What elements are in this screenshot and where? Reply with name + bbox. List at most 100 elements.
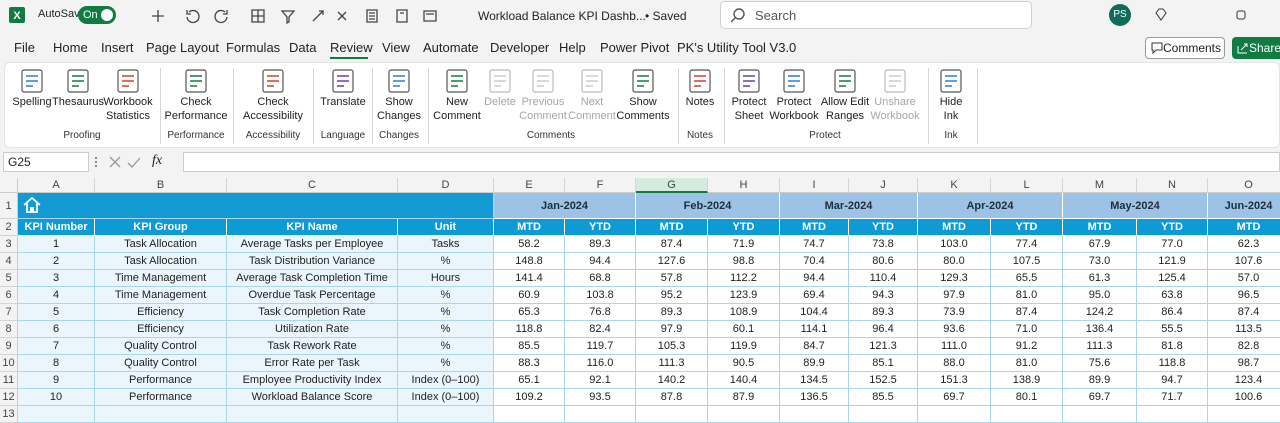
value-cell[interactable]: 94.4 [565, 253, 636, 270]
value-cell[interactable]: 71.9 [708, 236, 780, 253]
value-cell[interactable]: 141.4 [494, 270, 565, 287]
value-cell[interactable]: 71.0 [991, 321, 1063, 338]
ribbon-button-text[interactable]: New [445, 96, 468, 108]
menu-tab[interactable]: Formulas [226, 40, 281, 55]
value-cell[interactable]: 81.8 [1137, 338, 1208, 355]
empty-cell[interactable] [494, 406, 565, 423]
kpi-cell[interactable]: Time Management [95, 270, 227, 287]
empty-cell[interactable] [1137, 406, 1208, 423]
empty-cell[interactable] [991, 406, 1063, 423]
kpi-cell[interactable]: Task Allocation [95, 253, 227, 270]
kpi-cell[interactable]: Average Task Completion Time [227, 270, 398, 287]
ribbon-button-text[interactable]: Workbook [769, 110, 819, 122]
value-cell[interactable]: 96.4 [849, 321, 918, 338]
period-header[interactable]: YTD [1137, 219, 1208, 236]
row-header[interactable]: 6 [0, 287, 18, 304]
value-cell[interactable]: 97.9 [636, 321, 708, 338]
ribbon-button-text[interactable]: Notes [685, 96, 715, 108]
ribbon-icon[interactable] [629, 67, 657, 95]
value-cell[interactable]: 104.4 [780, 304, 849, 321]
value-cell[interactable]: 116.0 [565, 355, 636, 372]
value-cell[interactable]: 88.3 [494, 355, 565, 372]
row-header[interactable]: 4 [0, 253, 18, 270]
value-cell[interactable]: 125.4 [1137, 270, 1208, 287]
empty-cell[interactable] [780, 406, 849, 423]
row-header[interactable]: 8 [0, 321, 18, 338]
period-header[interactable]: MTD [780, 219, 849, 236]
ribbon-button-text[interactable]: Ranges [826, 110, 864, 122]
period-header[interactable]: MTD [918, 219, 991, 236]
column-header[interactable]: G [636, 178, 708, 193]
fx-label[interactable]: fx [152, 153, 163, 168]
value-cell[interactable]: 129.3 [918, 270, 991, 287]
value-cell[interactable]: 69.4 [780, 287, 849, 304]
period-header[interactable]: YTD [849, 219, 918, 236]
value-cell[interactable]: 138.9 [991, 372, 1063, 389]
value-cell[interactable]: 111.0 [918, 338, 991, 355]
value-cell[interactable]: 103.0 [918, 236, 991, 253]
row-header[interactable]: 13 [0, 406, 18, 423]
month-header[interactable]: Jun-2024 [1208, 193, 1280, 219]
value-cell[interactable]: 89.9 [780, 355, 849, 372]
menu-tab[interactable]: Page Layout [146, 40, 220, 55]
empty-cell[interactable] [849, 406, 918, 423]
value-cell[interactable]: 82.8 [1208, 338, 1280, 355]
ribbon-button-text[interactable]: Performance [164, 110, 228, 122]
avatar[interactable]: PS [1109, 4, 1131, 26]
empty-cell[interactable] [565, 406, 636, 423]
value-cell[interactable]: 81.0 [991, 355, 1063, 372]
kpi-cell[interactable]: % [398, 253, 494, 270]
value-cell[interactable]: 70.4 [780, 253, 849, 270]
kpi-cell[interactable]: 5 [18, 304, 95, 321]
ribbon-button-text[interactable]: Protect [731, 96, 767, 108]
empty-cell[interactable] [636, 406, 708, 423]
ribbon-icon[interactable] [385, 67, 413, 95]
menu-tab[interactable]: Data [289, 40, 317, 55]
empty-cell[interactable] [1063, 406, 1137, 423]
kpi-cell[interactable]: % [398, 338, 494, 355]
ribbon-button-text[interactable]: Changes [376, 110, 422, 122]
empty-cell[interactable] [95, 406, 227, 423]
name-box[interactable]: G25 [3, 152, 89, 172]
value-cell[interactable]: 55.5 [1137, 321, 1208, 338]
kpi-cell[interactable]: Task Rework Rate [227, 338, 398, 355]
value-cell[interactable]: 65.1 [494, 372, 565, 389]
qat-icon[interactable] [422, 8, 438, 24]
empty-cell[interactable] [918, 406, 991, 423]
formula-input[interactable] [183, 152, 1280, 172]
value-cell[interactable]: 121.3 [849, 338, 918, 355]
value-cell[interactable]: 65.3 [494, 304, 565, 321]
kpi-cell[interactable]: Overdue Task Percentage [227, 287, 398, 304]
ribbon-button-text[interactable]: Accessibility [243, 110, 303, 122]
value-cell[interactable]: 118.8 [1137, 355, 1208, 372]
menu-tab[interactable]: Developer [490, 40, 550, 55]
empty-cell[interactable] [708, 406, 780, 423]
ribbon-button-text[interactable]: Translate [320, 96, 366, 108]
value-cell[interactable]: 113.5 [1208, 321, 1280, 338]
kpi-cell[interactable]: Average Tasks per Employee [227, 236, 398, 253]
ribbon-button-text[interactable]: Spelling [12, 96, 52, 108]
menu-tab[interactable]: PK's Utility Tool V3.0 [677, 40, 797, 55]
value-cell[interactable]: 63.8 [1137, 287, 1208, 304]
ribbon-button-text[interactable]: Sheet [734, 110, 764, 122]
period-header[interactable]: MTD [1063, 219, 1137, 236]
value-cell[interactable]: 112.2 [708, 270, 780, 287]
value-cell[interactable]: 57.0 [1208, 270, 1280, 287]
title-cell[interactable] [18, 193, 494, 219]
value-cell[interactable]: 95.2 [636, 287, 708, 304]
menu-tab[interactable]: Help [559, 40, 586, 55]
value-cell[interactable]: 98.8 [708, 253, 780, 270]
value-cell[interactable]: 94.7 [1137, 372, 1208, 389]
column-header[interactable]: H [708, 178, 780, 193]
value-cell[interactable]: 108.9 [708, 304, 780, 321]
value-cell[interactable]: 111.3 [1063, 338, 1137, 355]
empty-cell[interactable] [227, 406, 398, 423]
comments-button[interactable] [1145, 37, 1225, 59]
value-cell[interactable]: 58.2 [494, 236, 565, 253]
ribbon-icon[interactable] [182, 67, 210, 95]
kpi-cell[interactable]: 8 [18, 355, 95, 372]
value-cell[interactable]: 111.3 [636, 355, 708, 372]
value-cell[interactable]: 57.8 [636, 270, 708, 287]
menu-tab[interactable]: File [14, 40, 35, 55]
kpi-cell[interactable]: Index (0–100) [398, 372, 494, 389]
